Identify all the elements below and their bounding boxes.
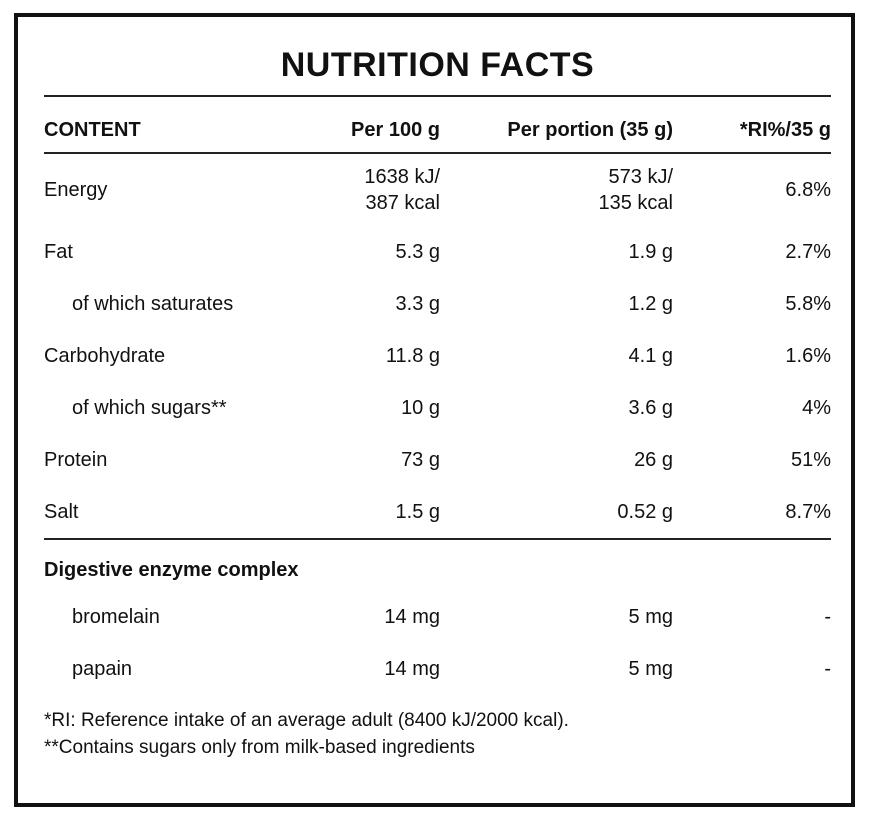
row-label: Salt xyxy=(44,501,79,523)
value-per-portion: 1.9 g xyxy=(628,241,673,263)
nutrition-values-table: Energy 1638 kJ/ 387 kcal 573 kJ/ 135 kca… xyxy=(44,154,831,538)
table-row-saturates: of which saturates 3.3 g 1.2 g 5.8% xyxy=(44,278,831,330)
row-label: Protein xyxy=(44,449,108,471)
table-row-protein: Protein 73 g 26 g 51% xyxy=(44,434,831,486)
value-ri-percent: - xyxy=(824,606,831,628)
value-ri-percent: 8.7% xyxy=(785,501,831,523)
value-per-portion: 573 kJ/ 135 kcal xyxy=(598,166,674,214)
value-per-100g: 73 g xyxy=(401,449,440,471)
row-label: of which saturates xyxy=(72,293,234,315)
value-per-portion: 5 mg xyxy=(628,658,673,680)
value-per-100g: 1638 kJ/ 387 kcal xyxy=(364,166,440,214)
footnote-reference-intake: *RI: Reference intake of an average adul… xyxy=(44,710,569,731)
header-divider xyxy=(44,152,831,154)
value-ri-percent: - xyxy=(824,658,831,680)
value-per-portion: 5 mg xyxy=(628,606,673,628)
value-per-portion: 1.2 g xyxy=(628,293,673,315)
table-row-salt: Salt 1.5 g 0.52 g 8.7% xyxy=(44,486,831,538)
row-label: of which sugars** xyxy=(72,397,227,419)
column-header-per-100g: Per 100 g xyxy=(351,119,440,141)
table-header-row: CONTENT Per 100 g Per portion (35 g) *RI… xyxy=(44,97,831,152)
value-ri-percent: 6.8% xyxy=(785,179,831,201)
nutrition-facts-title: NUTRITION FACTS xyxy=(280,46,595,84)
value-per-portion: 26 g xyxy=(634,449,673,471)
value-ri-percent: 4% xyxy=(802,397,831,419)
column-header-per-portion: Per portion (35 g) xyxy=(507,119,673,141)
value-ri-percent: 2.7% xyxy=(785,241,831,263)
nutrition-table: CONTENT Per 100 g Per portion (35 g) *RI… xyxy=(44,97,831,152)
value-per-100g: 1.5 g xyxy=(395,501,440,523)
row-label: Fat xyxy=(44,241,73,263)
row-label: Energy xyxy=(44,179,108,201)
value-ri-percent: 1.6% xyxy=(785,345,831,367)
value-per-100g: 3.3 g xyxy=(395,293,440,315)
table-row-sugars: of which sugars** 10 g 3.6 g 4% xyxy=(44,382,831,434)
table-row-energy: Energy 1638 kJ/ 387 kcal 573 kJ/ 135 kca… xyxy=(44,154,831,226)
table-row-papain: papain 14 mg 5 mg - xyxy=(44,643,831,695)
value-per-100g: 5.3 g xyxy=(395,241,440,263)
section-heading-digestive-enzyme-complex: Digestive enzyme complex xyxy=(44,559,299,581)
value-per-100g: 14 mg xyxy=(384,606,440,628)
footnote-sugars-source: **Contains sugars only from milk-based i… xyxy=(44,737,475,758)
value-ri-percent: 5.8% xyxy=(785,293,831,315)
value-per-100g: 14 mg xyxy=(384,658,440,680)
nutrition-label-frame: NUTRITION FACTS CONTENT Per 100 g Per po… xyxy=(14,13,855,807)
value-ri-percent: 51% xyxy=(790,449,831,471)
title-divider xyxy=(44,95,831,97)
row-label: bromelain xyxy=(72,606,160,628)
value-per-portion: 4.1 g xyxy=(628,345,673,367)
value-per-100g: 10 g xyxy=(401,397,440,419)
table-row-bromelain: bromelain 14 mg 5 mg - xyxy=(44,591,831,643)
column-header-content: CONTENT xyxy=(44,119,141,141)
table-row-fat: Fat 5.3 g 1.9 g 2.7% xyxy=(44,226,831,278)
row-label: Carbohydrate xyxy=(44,345,166,367)
row-label: papain xyxy=(72,658,133,680)
value-per-100g: 11.8 g xyxy=(385,345,440,367)
column-header-ri-percent: *RI%/35 g xyxy=(739,119,831,141)
table-row-carbohydrate: Carbohydrate 11.8 g 4.1 g 1.6% xyxy=(44,330,831,382)
enzyme-table: bromelain 14 mg 5 mg - papain 14 mg 5 mg… xyxy=(44,591,831,695)
section-divider xyxy=(44,538,831,540)
footnotes: *RI: Reference intake of an average adul… xyxy=(44,707,831,761)
value-per-portion: 3.6 g xyxy=(628,397,673,419)
value-per-portion: 0.52 g xyxy=(617,501,673,523)
